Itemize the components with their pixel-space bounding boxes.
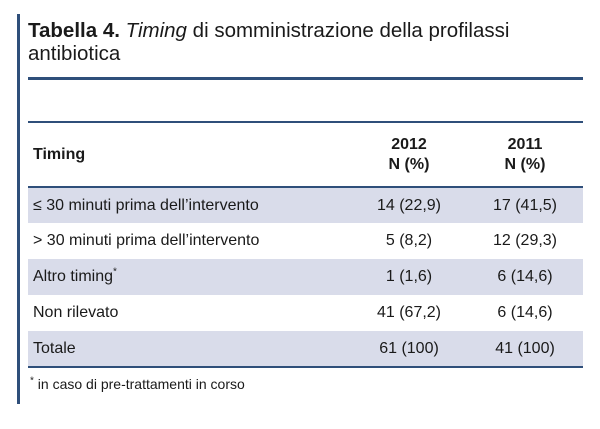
row-value-2012: 5 (8,2) — [385, 232, 433, 249]
row-label: Totale — [28, 331, 351, 367]
header-2011-year: 2011 — [507, 135, 543, 153]
header-2012-year: 2012 — [391, 135, 427, 153]
title-divider — [28, 77, 583, 80]
row-value-2012: 1 (1,6) — [385, 268, 433, 285]
row-label-text: Altro timing — [33, 268, 114, 285]
row-value-2012: 14 (22,9) — [376, 196, 442, 214]
table-row-total: Totale 61 (100) 41 (100) — [28, 331, 583, 367]
row-label-text: ≤ 30 minuti prima dell’intervento — [33, 196, 259, 214]
row-value-2011: 6 (14,6) — [497, 304, 553, 321]
row-label: ≤ 30 minuti prima dell’intervento — [28, 187, 351, 223]
table-footnote: * in caso di pre-trattamenti in corso — [30, 376, 245, 392]
table-row: Non rilevato 41 (67,2) 6 (14,6) — [28, 295, 583, 331]
table-header-row: Timing 2012 N (%) 2011 N (%) — [28, 122, 583, 187]
table-row: ≤ 30 minuti prima dell’intervento 14 (22… — [28, 187, 583, 223]
row-label-text: Totale — [33, 339, 76, 357]
row-label: > 30 minuti prima dell’intervento — [28, 223, 351, 259]
row-value-2011: 41 (100) — [495, 339, 555, 357]
table-row: Altro timing* 1 (1,6) 6 (14,6) — [28, 259, 583, 295]
row-value-2011: 17 (41,5) — [492, 196, 558, 214]
table-title-italic: Timing — [125, 19, 187, 42]
row-value-2011: 12 (29,3) — [492, 232, 558, 249]
row-value-2011: 6 (14,6) — [497, 268, 553, 285]
header-2012: 2012 N (%) — [351, 122, 467, 187]
timing-table: Timing 2012 N (%) 2011 N (%) ≤ 30 minuti p… — [28, 121, 583, 368]
footnote-marker: * — [113, 266, 117, 278]
row-label: Altro timing* — [28, 259, 351, 295]
table-title-label: Tabella 4. — [28, 19, 120, 42]
footnote-text: in caso di pre-trattamenti in corso — [33, 376, 245, 392]
header-2011: 2011 N (%) — [467, 122, 583, 187]
header-2012-unit: N (%) — [388, 155, 430, 173]
footnote-marker: * — [30, 375, 34, 387]
row-value-2012: 61 (100) — [379, 339, 439, 357]
left-accent-bar — [17, 14, 20, 404]
row-label-text: Non rilevato — [33, 304, 119, 321]
table-row: > 30 minuti prima dell’intervento 5 (8,2… — [28, 223, 583, 259]
row-value-2012: 41 (67,2) — [376, 304, 442, 321]
header-timing: Timing — [33, 145, 86, 163]
table-title: Tabella 4. Timing di somministrazione de… — [28, 19, 588, 65]
header-2011-unit: N (%) — [504, 155, 546, 173]
table-title-rest: di somministrazione della profilassi ant… — [28, 19, 510, 65]
row-label: Non rilevato — [28, 295, 351, 331]
row-label-text: > 30 minuti prima dell’intervento — [33, 232, 260, 249]
